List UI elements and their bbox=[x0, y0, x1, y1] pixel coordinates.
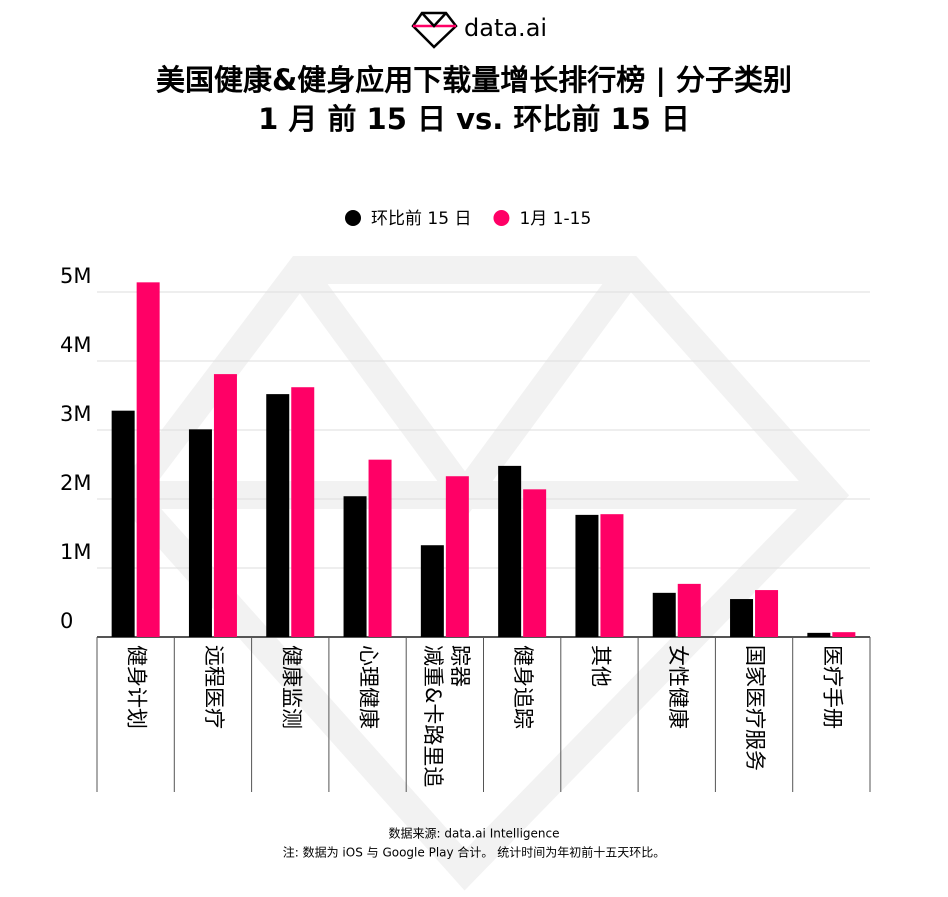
bar bbox=[652, 592, 676, 637]
legend-label: 1月 1-15 bbox=[519, 209, 591, 229]
bar bbox=[136, 282, 160, 637]
bar bbox=[188, 429, 212, 637]
logo-text: data.ai bbox=[464, 14, 547, 42]
y-tick-label: 4M bbox=[60, 333, 91, 357]
y-tick-label: 1M bbox=[60, 540, 91, 564]
x-tick-label: 健康监测 bbox=[279, 645, 303, 729]
y-tick-label: 0 bbox=[60, 609, 73, 633]
bar bbox=[600, 514, 624, 637]
x-tick-group: 减重&卡路里追 踪器 bbox=[421, 645, 472, 787]
y-tick-label: 2M bbox=[60, 471, 91, 495]
bar bbox=[807, 632, 831, 637]
footnote: 注: 数据为 iOS 与 Google Play 合计。 统计时间为年初前十五天… bbox=[283, 845, 666, 860]
x-tick-label: 心理健康 bbox=[357, 645, 381, 729]
chart-title: 美国健康&健身应用下载量增长排行榜 | 分子类别 bbox=[156, 63, 792, 97]
x-tick-label: 健身追踪 bbox=[511, 645, 535, 729]
bar bbox=[575, 514, 599, 637]
x-tick-label: 其他 bbox=[588, 645, 612, 687]
bar bbox=[368, 459, 392, 637]
x-tick-label: 女性健康 bbox=[666, 645, 690, 729]
bar bbox=[730, 599, 754, 637]
x-tick-label: 医疗手册 bbox=[820, 645, 844, 729]
logo-icon bbox=[411, 11, 458, 49]
x-tick-label: 国家医疗服务 bbox=[743, 645, 767, 771]
x-tick-group: 健康监测 bbox=[279, 645, 303, 729]
x-tick-group: 其他 bbox=[588, 645, 612, 687]
x-tick-group: 医疗手册 bbox=[820, 645, 844, 729]
x-tick-label: 远程医疗 bbox=[202, 645, 226, 729]
x-tick-group: 健身计划 bbox=[125, 645, 149, 729]
x-tick-group: 女性健康 bbox=[666, 645, 690, 729]
y-tick-label: 5M bbox=[60, 264, 91, 288]
bar bbox=[677, 583, 701, 637]
chart-subtitle: 1 月 前 15 日 vs. 环比前 15 日 bbox=[258, 102, 690, 136]
bar bbox=[266, 394, 290, 637]
x-tick-group: 心理健康 bbox=[357, 645, 381, 729]
x-tick-group: 健身追踪 bbox=[511, 645, 535, 729]
x-tick-label: 减重&卡路里追 踪器 bbox=[421, 645, 472, 787]
bar bbox=[832, 632, 856, 637]
x-tick-group: 远程医疗 bbox=[202, 645, 226, 729]
source-note: 数据来源: data.ai Intelligence bbox=[388, 826, 559, 841]
legend-label: 环比前 15 日 bbox=[371, 209, 471, 229]
bar bbox=[755, 590, 779, 637]
y-tick-label: 3M bbox=[60, 402, 91, 426]
legend-marker bbox=[493, 210, 510, 226]
bar bbox=[498, 465, 522, 637]
bar bbox=[420, 545, 444, 637]
bar bbox=[291, 387, 315, 637]
bar bbox=[213, 374, 237, 637]
bar bbox=[111, 410, 135, 637]
x-tick-group: 国家医疗服务 bbox=[743, 645, 767, 771]
bar bbox=[343, 496, 367, 637]
bar bbox=[523, 489, 547, 637]
x-tick-label: 健身计划 bbox=[125, 645, 149, 729]
bar bbox=[445, 476, 469, 637]
legend-marker bbox=[345, 210, 361, 226]
